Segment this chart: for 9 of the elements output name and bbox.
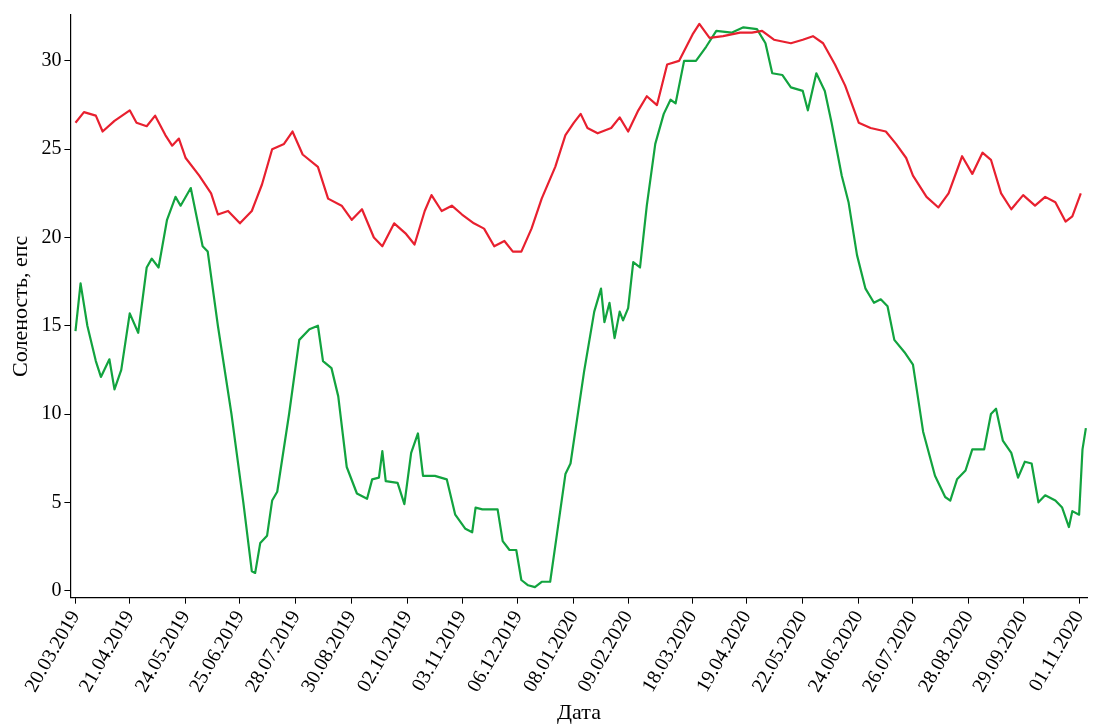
y-axis-title: Соленость, епс: [6, 235, 32, 377]
y-tick-label: 20: [41, 224, 62, 247]
y-tick-label: 15: [41, 313, 62, 335]
y-tick-label: 5: [51, 489, 62, 512]
y-tick-label: 10: [41, 401, 62, 424]
y-tick-label: 25: [41, 136, 62, 159]
y-tick-label: 0: [51, 577, 62, 600]
y-tick-label: 30: [41, 48, 62, 71]
x-axis-title: Дата: [557, 698, 602, 724]
